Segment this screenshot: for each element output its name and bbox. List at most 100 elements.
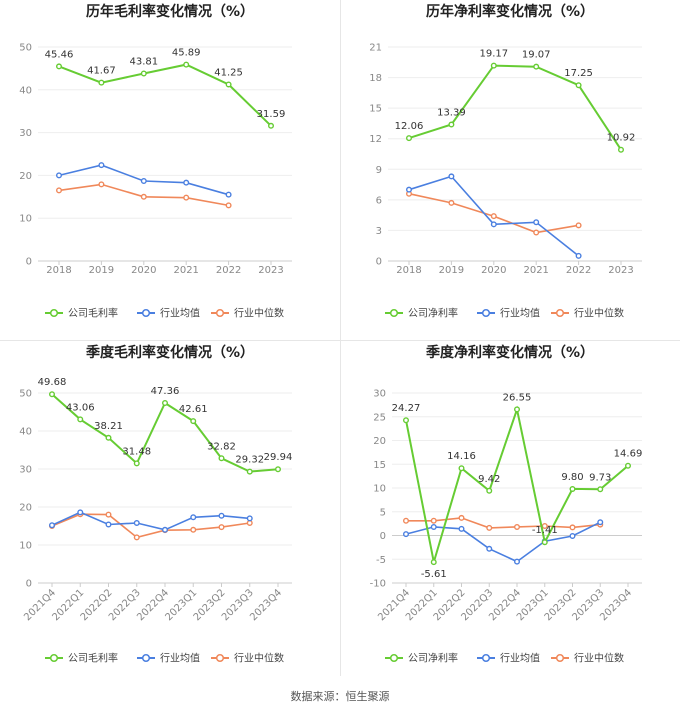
y-tick-label: 18 bbox=[369, 73, 382, 84]
x-tick-label: 2018 bbox=[396, 265, 421, 276]
data-point bbox=[575, 82, 582, 89]
series-line-2 bbox=[406, 517, 601, 529]
series-line-0 bbox=[405, 405, 629, 563]
y-tick-label: 3 bbox=[376, 226, 382, 237]
legend-label: 行业中位数 bbox=[234, 307, 284, 320]
data-label: 32.82 bbox=[207, 441, 236, 452]
data-label: 12.06 bbox=[395, 121, 424, 132]
y-tick-label: 0 bbox=[26, 579, 32, 590]
y-tick-label: 21 bbox=[369, 43, 382, 54]
y-tick-label: 15 bbox=[373, 460, 386, 471]
data-point bbox=[161, 400, 168, 407]
data-point bbox=[405, 135, 412, 142]
data-label: 14.69 bbox=[614, 449, 643, 460]
data-point bbox=[218, 524, 225, 531]
legend-label: 行业均值 bbox=[160, 307, 200, 320]
data-point bbox=[490, 221, 497, 228]
y-tick-label: 40 bbox=[19, 427, 32, 438]
chart-quarterly-net-margin: 季度净利率变化情况（%）-10-50510152025302021Q42022Q… bbox=[370, 344, 643, 665]
y-tick-label: 30 bbox=[373, 389, 386, 400]
data-point bbox=[403, 517, 410, 524]
y-tick-label: 12 bbox=[369, 134, 382, 145]
chart-title: 历年毛利率变化情况（%） bbox=[86, 3, 254, 20]
x-tick-label: 2020 bbox=[481, 265, 506, 276]
data-point bbox=[225, 202, 232, 209]
data-point bbox=[183, 194, 190, 201]
data-label: 38.21 bbox=[94, 421, 123, 432]
y-tick-label: 50 bbox=[19, 43, 32, 54]
data-point bbox=[105, 521, 112, 528]
chart-title: 季度毛利率变化情况（%） bbox=[85, 344, 254, 361]
data-label: 43.81 bbox=[129, 56, 158, 67]
chart-annual-gross-margin: 历年毛利率变化情况（%） 0 10 20 30 40 50 2018 2019 2020 2021 2… bbox=[19, 3, 292, 320]
data-point bbox=[268, 122, 275, 129]
data-point bbox=[246, 515, 253, 522]
data-label: 13.39 bbox=[437, 108, 466, 119]
data-point bbox=[569, 532, 576, 539]
data-point bbox=[105, 434, 112, 441]
data-label: 17.25 bbox=[564, 68, 593, 79]
data-point bbox=[486, 524, 493, 531]
data-point bbox=[190, 418, 197, 425]
data-label: 26.55 bbox=[503, 392, 532, 403]
data-point bbox=[77, 509, 84, 516]
data-point bbox=[430, 523, 437, 530]
data-point bbox=[105, 511, 112, 518]
vertical-divider bbox=[340, 0, 341, 676]
series-line-1 bbox=[405, 521, 601, 563]
data-point bbox=[218, 455, 225, 462]
data-label: 45.46 bbox=[45, 49, 74, 60]
legend-label: 行业均值 bbox=[500, 652, 540, 665]
data-source-note: 数据来源：恒生聚源 bbox=[290, 690, 390, 703]
y-tick-label: 20 bbox=[19, 503, 32, 514]
data-point bbox=[490, 62, 497, 69]
legend-marker bbox=[215, 653, 225, 663]
data-label: 9.42 bbox=[478, 474, 500, 485]
data-point bbox=[513, 406, 520, 413]
x-tick-label: 2019 bbox=[89, 265, 114, 276]
data-point bbox=[77, 416, 84, 423]
data-point bbox=[403, 417, 410, 424]
data-point bbox=[190, 514, 197, 521]
data-point bbox=[183, 61, 190, 68]
data-point bbox=[403, 531, 410, 538]
data-label: 19.07 bbox=[522, 50, 551, 61]
data-label: 19.17 bbox=[479, 49, 508, 60]
data-point bbox=[533, 219, 540, 226]
data-point bbox=[49, 522, 56, 529]
y-tick-label: 0 bbox=[26, 257, 32, 268]
data-label: 45.89 bbox=[172, 48, 201, 59]
legend-label: 行业中位数 bbox=[574, 307, 624, 320]
legend-label: 公司净利率 bbox=[408, 652, 458, 665]
data-point bbox=[140, 70, 147, 77]
chart-title: 季度净利率变化情况（%） bbox=[425, 344, 594, 361]
data-point bbox=[575, 252, 582, 259]
x-tick-label: 2023 bbox=[608, 265, 633, 276]
x-tick-label: 2019 bbox=[439, 265, 464, 276]
data-label: 10.92 bbox=[607, 133, 636, 144]
data-point bbox=[133, 519, 140, 526]
x-tick-label: 2023Q4 bbox=[248, 587, 284, 623]
legend-marker bbox=[389, 653, 399, 663]
series-line-1 bbox=[51, 511, 250, 531]
y-tick-label: 30 bbox=[19, 128, 32, 139]
data-label: -1.41 bbox=[532, 525, 558, 536]
y-tick-label: 15 bbox=[369, 104, 382, 115]
data-point bbox=[133, 460, 140, 467]
legend-label: 公司净利率 bbox=[408, 307, 458, 320]
data-point bbox=[246, 468, 253, 475]
data-label: 43.06 bbox=[66, 402, 95, 413]
y-tick-label: 0 bbox=[380, 531, 386, 542]
y-tick-label: 20 bbox=[19, 171, 32, 182]
y-tick-label: 20 bbox=[373, 436, 386, 447]
data-label: 29.94 bbox=[264, 452, 293, 463]
data-point bbox=[533, 229, 540, 236]
legend-label: 行业中位数 bbox=[234, 652, 284, 665]
data-point bbox=[405, 186, 412, 193]
y-tick-label: 40 bbox=[19, 85, 32, 96]
data-label: 9.73 bbox=[589, 472, 611, 483]
legend-marker bbox=[555, 308, 565, 318]
data-label: 24.27 bbox=[392, 403, 421, 414]
data-label: -5.61 bbox=[421, 569, 447, 580]
chart-panel-quarterly-net-margin: 季度净利率变化情况（%） -10 -5 0 5 10 15 20 25 30 2021Q4 2022Q… bbox=[340, 341, 680, 681]
